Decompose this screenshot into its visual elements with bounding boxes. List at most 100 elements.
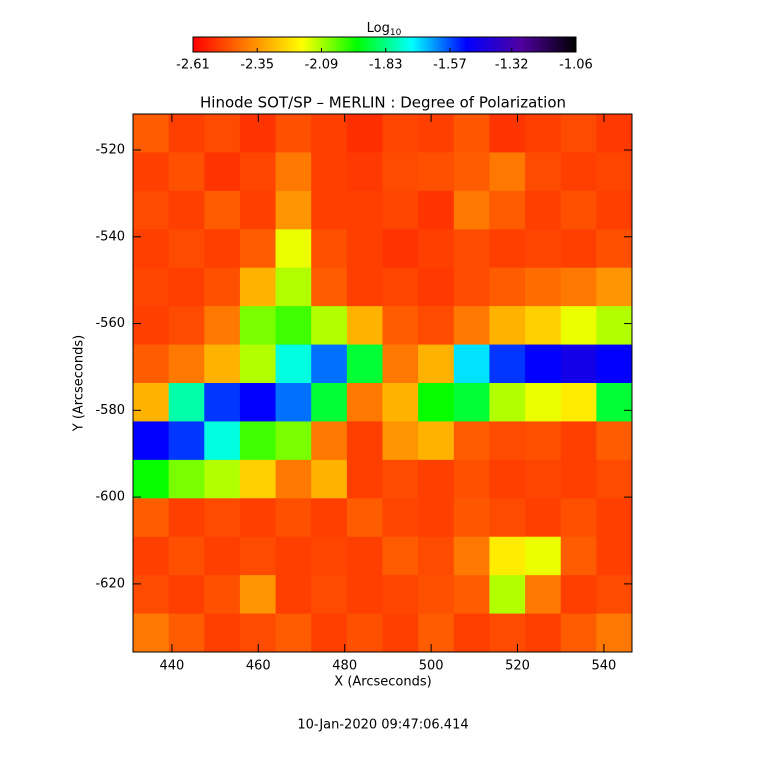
heatmap-cell bbox=[418, 344, 455, 384]
heatmap-cell bbox=[311, 575, 348, 615]
heatmap-cell bbox=[275, 459, 312, 499]
heatmap-cell bbox=[489, 152, 526, 192]
heatmap-cell bbox=[489, 421, 526, 461]
heatmap-cell bbox=[418, 267, 455, 307]
heatmap-cell bbox=[275, 613, 312, 653]
heatmap-cell bbox=[168, 536, 205, 576]
heatmap-cell bbox=[311, 190, 348, 230]
heatmap-cell bbox=[168, 267, 205, 307]
heatmap-cell bbox=[418, 536, 455, 576]
heatmap-cell bbox=[382, 536, 419, 576]
heatmap-cell bbox=[382, 114, 419, 153]
heatmap-cell bbox=[489, 344, 526, 384]
heatmap-cell bbox=[596, 306, 633, 346]
y-tick-label: -620 bbox=[95, 576, 125, 591]
heatmap-cell bbox=[204, 498, 241, 538]
heatmap-cell bbox=[204, 229, 241, 269]
heatmap-cell bbox=[596, 536, 633, 576]
heatmap-cell bbox=[453, 536, 490, 576]
heatmap-cell bbox=[418, 229, 455, 269]
heatmap-cell bbox=[311, 152, 348, 192]
heatmap-cell bbox=[418, 306, 455, 346]
heatmap-cell bbox=[239, 498, 277, 538]
heatmap-cell bbox=[525, 306, 562, 346]
colorbar-tick-label: -1.32 bbox=[495, 58, 529, 73]
heatmap-cell bbox=[489, 575, 526, 615]
heatmap-cell bbox=[133, 306, 170, 346]
heatmap-cell bbox=[346, 459, 383, 499]
heatmap-cell bbox=[489, 613, 526, 653]
colorbar-label-main: Log bbox=[367, 21, 390, 36]
heatmap-cell bbox=[382, 383, 419, 422]
heatmap-cell bbox=[596, 267, 633, 307]
heatmap-cell bbox=[560, 383, 597, 422]
heatmap-cell bbox=[525, 152, 562, 192]
heatmap-cell bbox=[204, 575, 241, 615]
heatmap-cell bbox=[346, 229, 383, 269]
heatmap-cell bbox=[418, 613, 455, 653]
heatmap-cell bbox=[418, 383, 455, 422]
heatmap-cell bbox=[239, 152, 277, 192]
heatmap-cell bbox=[275, 498, 312, 538]
heatmap-cell bbox=[453, 459, 490, 499]
chart-title: Hinode SOT/SP – MERLIN : Degree of Polar… bbox=[200, 94, 566, 112]
heatmap-cell bbox=[133, 575, 170, 615]
heatmap-cell bbox=[311, 498, 348, 538]
heatmap-cell bbox=[239, 229, 277, 269]
heatmap-cell bbox=[382, 267, 419, 307]
heatmap-cell bbox=[239, 383, 277, 422]
heatmap-cell bbox=[204, 421, 241, 461]
heatmap-cell bbox=[560, 190, 597, 230]
heatmap-cell bbox=[311, 229, 348, 269]
heatmap-cell bbox=[168, 421, 205, 461]
heatmap-cell bbox=[275, 267, 312, 307]
heatmap-cell bbox=[239, 190, 277, 230]
colorbar-tick-label: -1.83 bbox=[369, 58, 403, 73]
heatmap-cell bbox=[418, 190, 455, 230]
heatmap-cell bbox=[239, 459, 277, 499]
heatmap-cell bbox=[560, 459, 597, 499]
heatmap-cell bbox=[382, 152, 419, 192]
heatmap-cell bbox=[311, 536, 348, 576]
heatmap-cell bbox=[133, 152, 170, 192]
heatmap-cell bbox=[275, 152, 312, 192]
heatmap-cell bbox=[596, 229, 633, 269]
heatmap-cell bbox=[275, 421, 312, 461]
heatmap-cell bbox=[453, 190, 490, 230]
colorbar-label: Log10 bbox=[367, 21, 402, 38]
heatmap-cell bbox=[168, 306, 205, 346]
y-tick-label: -580 bbox=[95, 403, 125, 418]
heatmap-cell bbox=[596, 114, 633, 153]
heatmap-cell bbox=[133, 190, 170, 230]
heatmap-cell bbox=[275, 575, 312, 615]
heatmap-cell bbox=[453, 344, 490, 384]
heatmap-cell bbox=[204, 114, 241, 153]
y-tick-label: -520 bbox=[95, 143, 125, 158]
heatmap-cell bbox=[204, 267, 241, 307]
heatmap-cell bbox=[560, 498, 597, 538]
heatmap-cell bbox=[346, 613, 383, 653]
heatmap-cell bbox=[453, 229, 490, 269]
heatmap-cell bbox=[346, 344, 383, 384]
heatmap-cell bbox=[382, 575, 419, 615]
heatmap-cell bbox=[346, 536, 383, 576]
heatmap-cell bbox=[204, 306, 241, 346]
heatmap-cell bbox=[239, 267, 277, 307]
heatmap-cell bbox=[525, 613, 562, 653]
heatmap-cell bbox=[239, 575, 277, 615]
heatmap-cell bbox=[560, 114, 597, 153]
heatmap-cell bbox=[346, 190, 383, 230]
heatmap-cell bbox=[489, 536, 526, 576]
heatmap-cell bbox=[489, 190, 526, 230]
heatmap-cell bbox=[275, 190, 312, 230]
heatmap-cell bbox=[525, 267, 562, 307]
heatmap-cell bbox=[311, 421, 348, 461]
colorbar-tick-label: -2.09 bbox=[305, 58, 339, 73]
heatmap-cell bbox=[204, 152, 241, 192]
heatmap-cell bbox=[382, 613, 419, 653]
heatmap-cell bbox=[311, 613, 348, 653]
heatmap-cell bbox=[168, 152, 205, 192]
heatmap-cell bbox=[453, 114, 490, 153]
heatmap-cell bbox=[382, 498, 419, 538]
